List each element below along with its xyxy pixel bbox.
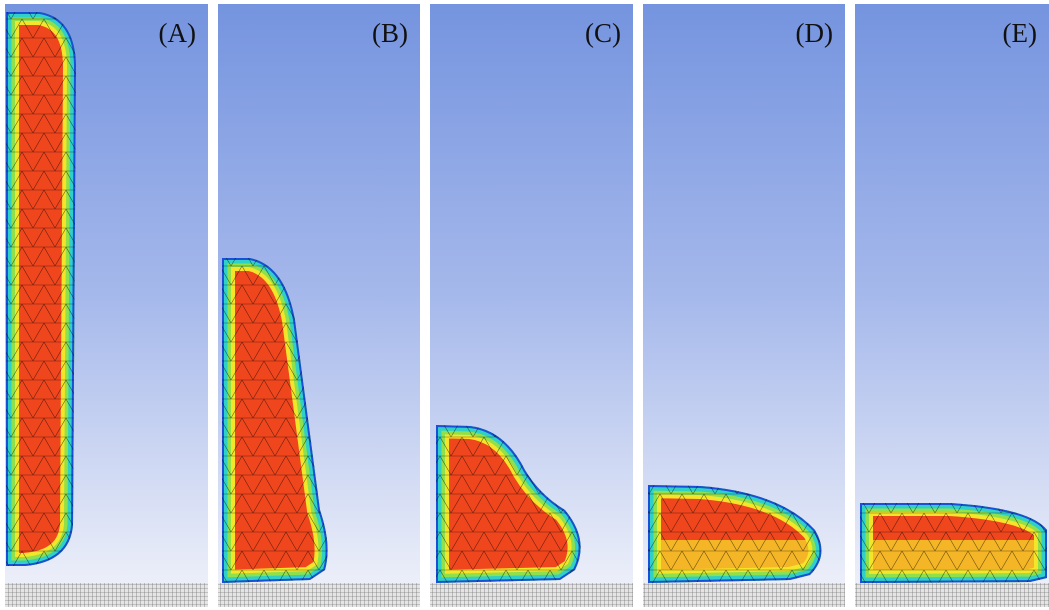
panel: (E) [855,4,1049,607]
panel-background [855,4,1049,583]
panels: (A) (B) (C) (D) (E) [5,4,1049,607]
panel: (C) [430,4,633,607]
panel: (A) [5,4,208,607]
ground-mesh [643,583,845,607]
panel-label: (B) [372,18,408,48]
ground-mesh [855,583,1049,607]
panel-label: (C) [585,18,621,48]
panel: (B) [218,4,420,607]
panel-label: (A) [159,18,196,48]
ground-mesh [5,583,208,607]
panel: (D) [643,4,845,607]
panel-label: (D) [796,18,833,48]
figure: (A) (B) (C) (D) (E) [0,0,1049,610]
ground-mesh [218,583,420,607]
panel-label: (E) [1003,18,1037,48]
ground-mesh [430,583,633,607]
